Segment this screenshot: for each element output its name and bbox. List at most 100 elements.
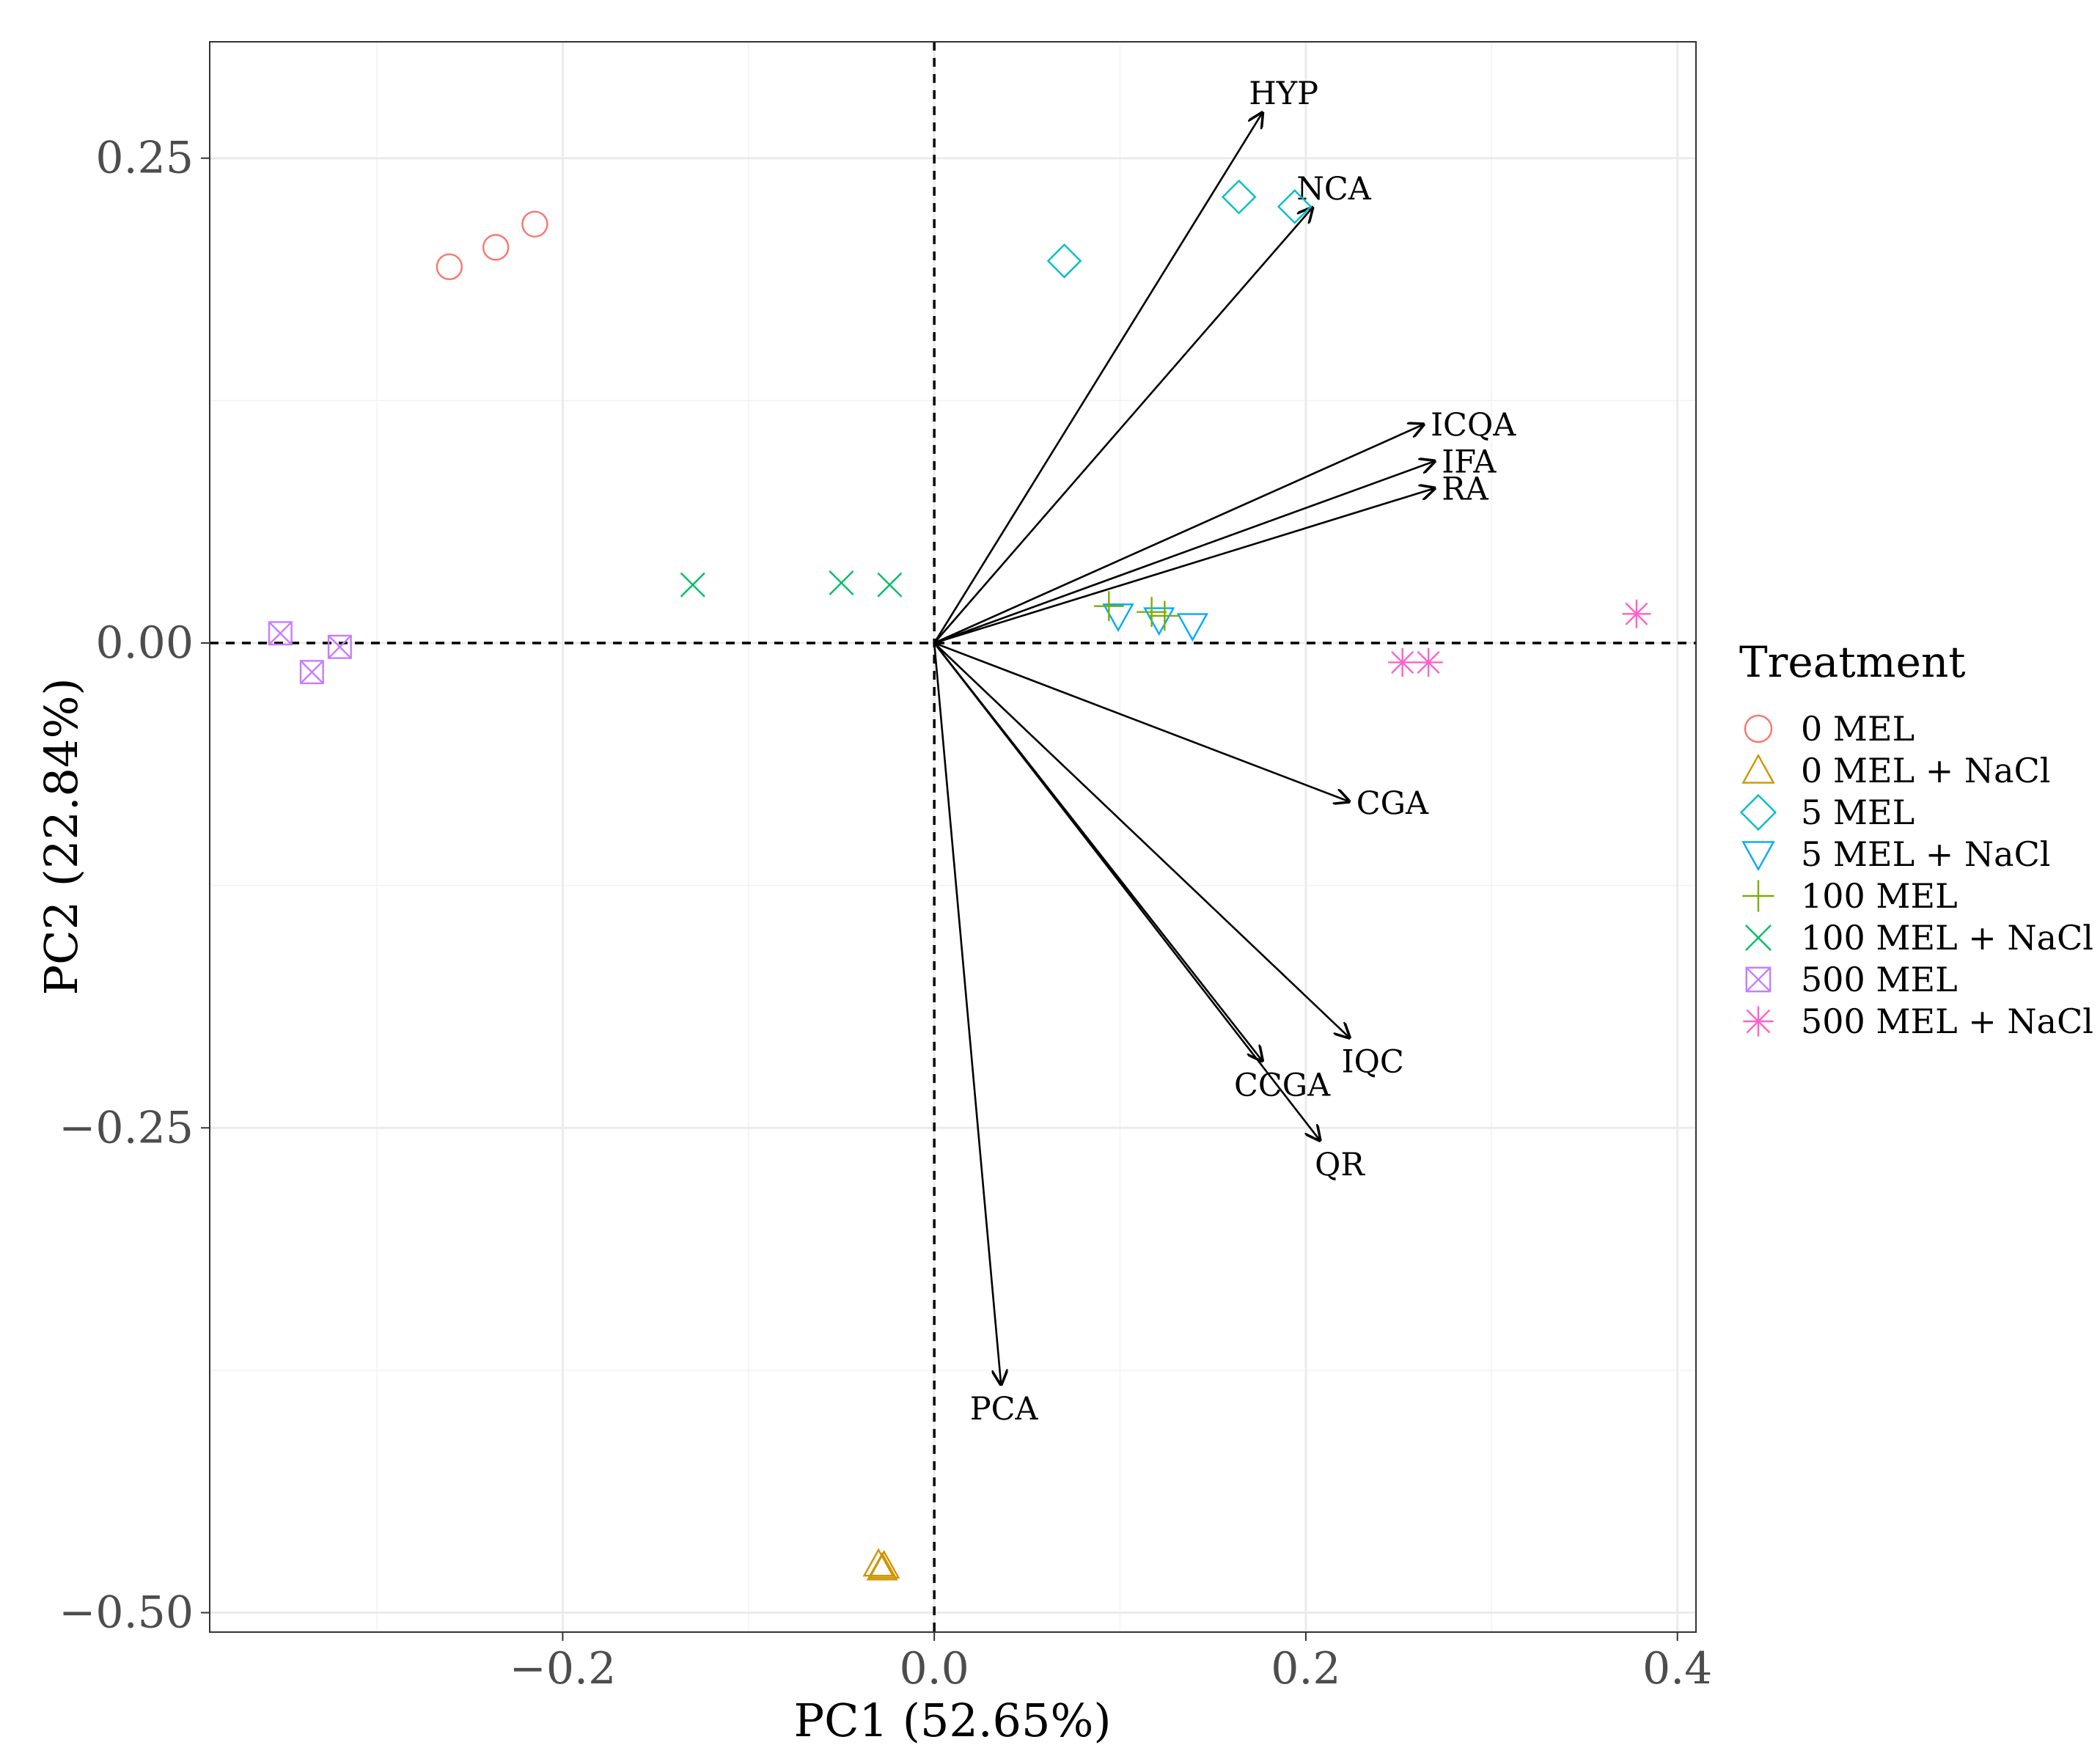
marker-diamond: [1739, 793, 1777, 831]
loading-label-cga: CGA: [1356, 785, 1429, 822]
point-100-mel: [1149, 600, 1180, 631]
marker-cross-b: [680, 572, 705, 598]
point-5-mel: [1221, 179, 1257, 215]
legend-title: Treatment: [1739, 637, 1966, 687]
point-500-mel-nacl: [1388, 647, 1417, 677]
point-100-mel-nacl: [829, 570, 854, 595]
y-tick-label: −0.25: [59, 1102, 194, 1153]
x-tick-label: −0.2: [510, 1643, 617, 1694]
loading-label-ccga: CCGA: [1234, 1067, 1331, 1103]
marker-ast-b: [1417, 650, 1440, 674]
marker-ast-b: [1746, 1009, 1771, 1034]
legend-label: 100 MEL + NaCl: [1801, 918, 2093, 958]
legend-key-100-mel: [1742, 880, 1774, 912]
marker-triangle-down: [1176, 613, 1208, 642]
loading-arrow-cga: [933, 642, 1351, 802]
loading-label-ra: RA: [1442, 471, 1488, 507]
marker-square-diag-b: [328, 635, 352, 659]
loading-label-hyp: HYP: [1249, 76, 1318, 112]
point-0-mel: [482, 234, 510, 261]
legend-key-500-mel-nacl: [1743, 1006, 1774, 1037]
legend-label: 100 MEL: [1801, 876, 1958, 916]
point-0-mel-nacl: [868, 1550, 900, 1579]
legend-label: 500 MEL + NaCl: [1801, 1002, 2093, 1041]
loading-label-nca: NCA: [1296, 171, 1372, 207]
reference-lines: [210, 42, 1696, 1632]
marker-circle: [521, 210, 548, 238]
y-tick-label: −0.50: [59, 1587, 194, 1639]
marker-triangle-down: [1102, 603, 1134, 632]
x-tick-label: 0.4: [1642, 1643, 1712, 1694]
y-tick-label: 0.00: [95, 617, 194, 669]
marker-cross-b: [829, 570, 854, 595]
marker-square: [327, 634, 352, 659]
point-500-mel: [327, 634, 352, 659]
point-100-mel-nacl: [877, 572, 903, 598]
legend-key-500-mel: [1745, 966, 1772, 993]
legend-key-5-mel: [1739, 793, 1777, 831]
marker-cross-b: [877, 572, 903, 598]
panel-background: [210, 42, 1696, 1632]
loading-label-iqc: IQC: [1342, 1044, 1404, 1081]
marker-circle: [1744, 714, 1773, 743]
loading-label-qr: QR: [1315, 1147, 1365, 1183]
y-axis-title: PC2 (22.84%): [34, 677, 88, 995]
point-0-mel-nacl: [862, 1548, 895, 1577]
loading-arrow-hyp: [933, 111, 1263, 644]
legend-label: 0 MEL: [1801, 709, 1914, 749]
point-5-mel: [1277, 189, 1312, 224]
point-5-mel: [1046, 243, 1082, 279]
point-100-mel: [1093, 591, 1124, 622]
loading-arrow-qr: [933, 642, 1321, 1142]
marker-ast-b: [1391, 650, 1414, 674]
loading-arrow-iqc: [933, 642, 1351, 1039]
marker-square: [1745, 966, 1772, 993]
marker-circle: [436, 253, 463, 281]
loading-arrow-ra: [933, 488, 1436, 644]
marker-triangle: [862, 1548, 895, 1577]
legend-key-0-mel-nacl: [1741, 753, 1775, 784]
x-axis-title: PC1 (52.65%): [793, 1694, 1111, 1747]
marker-diamond: [1277, 189, 1312, 224]
point-100-mel-nacl: [680, 572, 705, 598]
point-500-mel-nacl: [1622, 599, 1651, 628]
y-tick-label: 0.25: [95, 133, 194, 184]
loading-arrow-nca: [933, 207, 1313, 644]
marker-diamond: [1221, 179, 1257, 215]
legend-label: 500 MEL: [1801, 960, 1958, 999]
marker-square: [299, 660, 324, 685]
marker-triangle: [1741, 753, 1775, 784]
axis-ticks: −0.2 0.0 0.2 0.4 0.25 0.00 −0.25 −0.50: [59, 133, 1712, 1694]
loading-label-ifa: IFA: [1442, 444, 1497, 480]
legend-label: 0 MEL + NaCl: [1801, 751, 2051, 790]
loading-arrow-pca: [933, 642, 1001, 1386]
loading-label-pca: PCA: [970, 1391, 1039, 1428]
legend-key-0-mel: [1744, 714, 1773, 743]
marker-circle: [482, 234, 510, 261]
point-500-mel: [299, 660, 324, 685]
loading-arrow-ifa: [933, 460, 1436, 644]
legend-label: 5 MEL: [1801, 793, 1914, 832]
point-0-mel: [436, 253, 463, 281]
legend-label: 5 MEL + NaCl: [1801, 834, 2051, 874]
marker-triangle: [868, 1550, 900, 1579]
legend-key-5-mel-nacl: [1741, 841, 1775, 872]
legend-key-100-mel-nacl: [1745, 925, 1772, 951]
marker-square: [268, 621, 293, 646]
marker-ast-b: [1625, 602, 1648, 625]
score-points: [268, 179, 1651, 1581]
loading-arrow-icqa: [933, 424, 1425, 644]
loading-label-icqa: ICQA: [1431, 407, 1516, 444]
marker-diamond: [1046, 243, 1082, 279]
x-tick-label: 0.0: [899, 1643, 969, 1694]
point-5-mel-nacl: [1176, 613, 1208, 642]
x-tick-label: 0.2: [1271, 1643, 1340, 1694]
point-5-mel-nacl: [1102, 603, 1134, 632]
point-500-mel: [268, 621, 293, 646]
panel-border: [209, 41, 1697, 1633]
point-0-mel: [521, 210, 548, 238]
marker-triangle-down: [1741, 841, 1775, 872]
